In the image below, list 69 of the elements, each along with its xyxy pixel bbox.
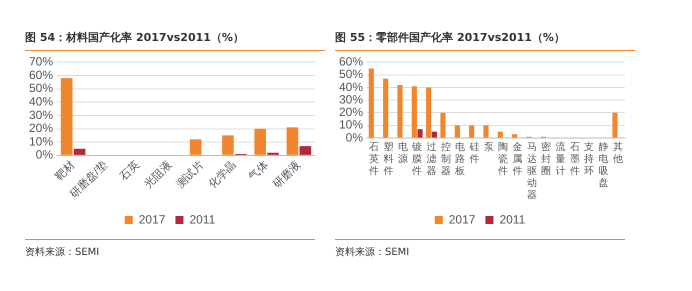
- y-tick-label: 20%: [338, 105, 364, 120]
- bar: [426, 87, 432, 138]
- y-tick-label: 40%: [338, 80, 364, 94]
- legend-label: 2011: [189, 212, 216, 226]
- y-tick-label: 30%: [28, 108, 54, 122]
- bar: [454, 125, 460, 138]
- y-tick-label: 0%: [36, 148, 54, 162]
- bar: [512, 134, 518, 138]
- bar: [440, 112, 446, 138]
- x-tick-label: 光阻液: [142, 158, 174, 191]
- x-tick-label: 镀膜件: [411, 140, 422, 177]
- legend-label: 2017: [138, 212, 166, 226]
- bar: [60, 78, 72, 155]
- x-tick-label: 其他: [612, 140, 623, 165]
- x-tick-label: 石英: [117, 158, 142, 183]
- x-tick-label: 密封圈: [541, 140, 552, 177]
- x-tick-label: 马达驱动器: [526, 142, 537, 201]
- bar: [498, 132, 503, 138]
- bar: [432, 132, 437, 138]
- x-tick-label: 电源: [398, 140, 408, 165]
- x-tick-label: 塑料件: [384, 140, 394, 177]
- x-tick-label: 控制器: [440, 140, 451, 177]
- bar: [222, 135, 234, 155]
- y-tick-label: 30%: [338, 92, 364, 106]
- bar: [483, 125, 489, 138]
- legend-label: 2017: [448, 212, 476, 226]
- x-tick-label: 气体: [246, 158, 271, 183]
- bar: [368, 68, 374, 138]
- y-tick-label: 40%: [28, 94, 54, 108]
- x-tick-label: 金属件: [512, 140, 523, 177]
- x-tick-label: 研磨液: [270, 158, 304, 191]
- x-tick-label: 过滤器: [426, 140, 437, 177]
- y-tick-label: 10%: [338, 118, 364, 132]
- x-tick-label: 硅件: [468, 140, 480, 165]
- x-tick-label: 静电吸盘: [598, 140, 608, 189]
- bar: [286, 127, 298, 155]
- y-tick-label: 0%: [346, 130, 364, 144]
- x-tick-label: 化学晶: [206, 158, 239, 191]
- y-tick-label: 50%: [338, 67, 364, 82]
- x-tick-label: 靶材: [52, 158, 78, 183]
- text: 资料来源：SEMI: [25, 239, 315, 259]
- x-tick-label: 石墨件: [570, 142, 580, 177]
- bar: [74, 148, 86, 155]
- y-tick-label: 70%: [28, 54, 54, 69]
- y-tick-label: 50%: [28, 81, 54, 96]
- y-tick-label: 60%: [338, 54, 364, 69]
- chart-title: 图 54：材料国产化率 2017vs2011（%）: [25, 30, 325, 51]
- bar: [300, 146, 312, 155]
- bar: [469, 125, 474, 138]
- text: 资料来源：SEMI: [335, 239, 625, 259]
- bar: [190, 139, 202, 155]
- x-tick-label: 泵: [484, 142, 494, 153]
- bar: [417, 129, 423, 138]
- x-tick-label: 石英件: [369, 142, 380, 177]
- y-tick-label: 60%: [28, 68, 54, 82]
- x-tick-label: 支持环: [584, 140, 594, 177]
- y-tick-label: 20%: [28, 121, 54, 136]
- x-tick-label: 陶瓷件: [498, 140, 508, 177]
- x-tick-label: 流量计: [556, 140, 566, 177]
- bar: [383, 78, 388, 138]
- bar: [254, 128, 266, 155]
- bar: [412, 86, 417, 138]
- bar: [612, 112, 618, 138]
- legend-label: 2011: [499, 212, 526, 226]
- x-tick-label: 测试片: [174, 158, 206, 191]
- chart-title: 图 55：零部件国产化率 2017vs2011（%）: [335, 30, 635, 51]
- y-tick-label: 10%: [28, 134, 54, 148]
- bar: [397, 84, 403, 138]
- x-tick-label: 电路板: [454, 140, 466, 177]
